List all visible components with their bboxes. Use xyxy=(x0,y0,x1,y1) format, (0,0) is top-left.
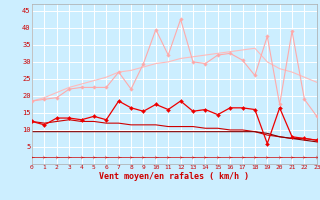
X-axis label: Vent moyen/en rafales ( km/h ): Vent moyen/en rafales ( km/h ) xyxy=(100,172,249,181)
